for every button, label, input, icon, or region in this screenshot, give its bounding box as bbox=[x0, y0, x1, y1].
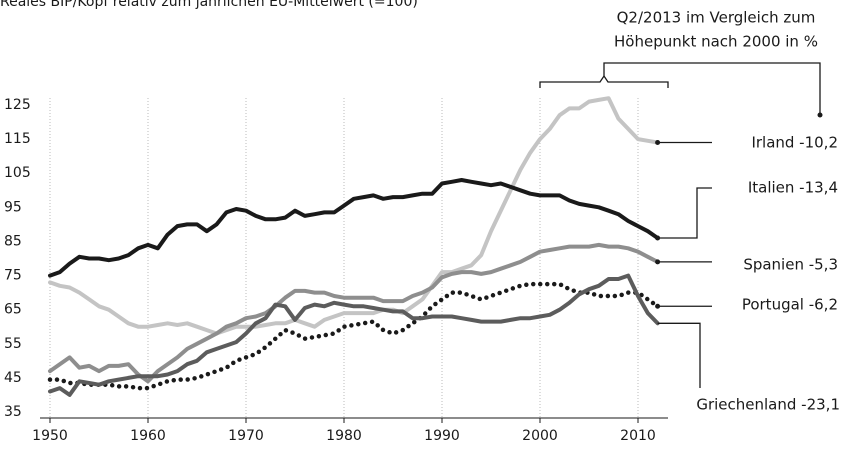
bracket bbox=[539, 74, 669, 88]
x-tick-label: 2010 bbox=[620, 428, 656, 444]
series-line bbox=[48, 273, 660, 397]
end-dot bbox=[655, 140, 661, 146]
series-line bbox=[48, 178, 660, 278]
y-tick-label: 85 bbox=[4, 233, 22, 249]
annotation: Q2/2013 im Vergleich zum bbox=[617, 9, 816, 27]
end-dot bbox=[655, 259, 661, 265]
series-line bbox=[47, 281, 660, 391]
y-tick-label: 125 bbox=[4, 97, 31, 113]
annotation: Höhepunkt nach 2000 in % bbox=[614, 33, 818, 51]
y-tick-label: 55 bbox=[4, 336, 22, 352]
leader-line bbox=[603, 62, 821, 114]
y-tick-label: 35 bbox=[4, 404, 22, 420]
y-tick-label: 115 bbox=[4, 131, 31, 147]
x-tick-label: 1990 bbox=[424, 428, 460, 444]
y-tick-label: 105 bbox=[4, 165, 31, 181]
series-line bbox=[48, 96, 660, 336]
annotation-dot bbox=[817, 112, 823, 118]
legend-label: Irland -10,2 bbox=[751, 134, 838, 152]
y-tick-label: 65 bbox=[4, 302, 22, 318]
chart-title: Reales BIP/Kopf relativ zum jährlichen E… bbox=[0, 0, 418, 10]
y-tick-label: 45 bbox=[4, 370, 22, 386]
x-tick-label: 1960 bbox=[130, 428, 166, 444]
leader-line bbox=[657, 187, 712, 239]
x-tick-label: 2000 bbox=[522, 428, 558, 444]
x-tick-label: 1970 bbox=[228, 428, 264, 444]
x-tick-label: 1980 bbox=[326, 428, 362, 444]
y-tick-label: 95 bbox=[4, 199, 22, 215]
legend-label: Griechenland -23,1 bbox=[696, 396, 840, 414]
end-dot bbox=[655, 303, 661, 309]
y-tick-label: 75 bbox=[4, 268, 22, 284]
leader-line bbox=[657, 322, 701, 388]
legend-label: Portugal -6,2 bbox=[742, 296, 838, 314]
end-dot bbox=[655, 235, 661, 241]
legend-label: Italien -13,4 bbox=[748, 179, 838, 197]
x-tick-label: 1950 bbox=[32, 428, 68, 444]
legend-label: Spanien -5,3 bbox=[743, 256, 838, 274]
